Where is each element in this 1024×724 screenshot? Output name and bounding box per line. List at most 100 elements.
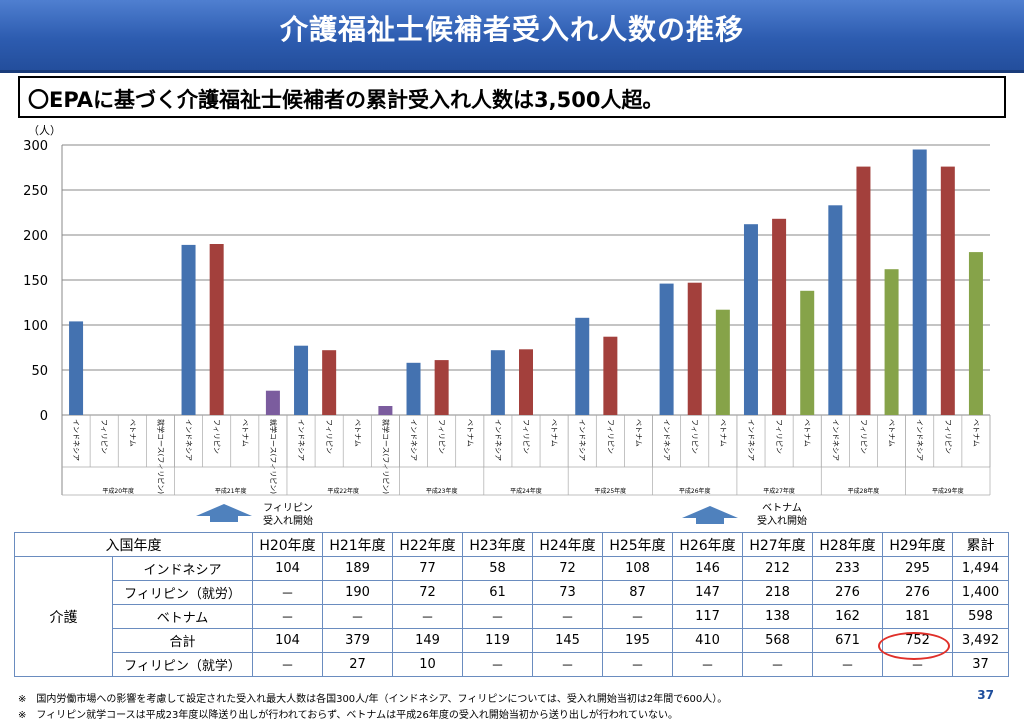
table-cell: 87 (602, 580, 673, 605)
bar-category-label: 就学コース(フィリピン) (156, 419, 165, 494)
group-label: 平成27年度 (763, 487, 795, 495)
bar-indonesia (828, 205, 843, 415)
table-cell: 410 (672, 628, 743, 653)
table-cell: 190 (322, 580, 393, 605)
bar-category-label: インドネシア (297, 419, 305, 461)
vietnam-start-line2: 受入れ開始 (757, 516, 807, 527)
bar-category-label: フィリピン (944, 419, 952, 454)
table-cell: 147 (672, 580, 743, 605)
bar-category-label: インドネシア (747, 419, 755, 461)
group-label: 平成24年度 (510, 487, 542, 495)
bar-category-label: インドネシア (494, 419, 502, 461)
y-tick-label: 100 (23, 319, 48, 334)
bar-category-label: フィリピン (522, 419, 530, 454)
bar-category-label: ベトナム (241, 419, 249, 447)
table-cell: 568 (742, 628, 813, 653)
table-cell: 119 (462, 628, 533, 653)
table-cell: 218 (742, 580, 813, 605)
table-row: 合計 104 379 149 119 145 195 410 568 671 752 3,492 (15, 628, 1009, 653)
bar-category-label: インドネシア (916, 419, 924, 461)
table-cell: 72 (532, 556, 603, 581)
data-table: 入国年度 H20年度 H21年度 H22年度 H23年度 H24年度 H25年度… (14, 532, 1009, 677)
table-cell: 10 (392, 652, 463, 677)
header-year: H22年度 (392, 532, 463, 557)
bar-indonesia (743, 224, 758, 415)
bar-philippines (687, 282, 702, 415)
group-label: 平成26年度 (679, 487, 711, 495)
group-label: 平成28年度 (848, 487, 880, 495)
bar-category-label: インドネシア (72, 419, 80, 461)
table-cell: － (602, 652, 673, 677)
table-cell: 73 (532, 580, 603, 605)
header-year: H29年度 (882, 532, 953, 557)
bar-indonesia (575, 317, 590, 415)
group-label: 平成21年度 (215, 487, 247, 495)
row-label: 合計 (112, 628, 253, 653)
bar-category-label: フィリピン (100, 419, 108, 454)
y-tick-label: 300 (23, 139, 48, 154)
summary-box: 〇EPAに基づく介護福祉士候補者の累計受入れ人数は3,500人超。 (18, 76, 1006, 118)
bar-category-label: インドネシア (663, 419, 671, 461)
bar-category-label: ベトナム (550, 419, 558, 447)
table-cell: 27 (322, 652, 393, 677)
table-cell-total: 1,400 (952, 580, 1009, 605)
table-cell: 145 (532, 628, 603, 653)
table-cell: 212 (742, 556, 813, 581)
table-cell: － (252, 604, 323, 629)
row-label: ベトナム (112, 604, 253, 629)
table-cell: － (252, 580, 323, 605)
table-cell: 181 (882, 604, 953, 629)
table-cell: － (252, 652, 323, 677)
bar-philippines_study (265, 390, 280, 415)
table-row: ベトナム－－－－－－ 117 138 162 181 598 (15, 604, 1009, 629)
table-cell: 295 (882, 556, 953, 581)
group-label: 平成22年度 (327, 487, 359, 495)
bar-category-label: ベトナム (803, 419, 811, 447)
bar-indonesia (69, 321, 84, 415)
bar-category-label: インドネシア (410, 419, 418, 461)
table-cell: 117 (672, 604, 743, 629)
bar-philippines (603, 336, 618, 415)
table-cell-total: 598 (952, 604, 1009, 629)
bar-category-label: フィリピン (213, 419, 221, 454)
vietnam-start-label: ベトナム 受入れ開始 (742, 502, 822, 528)
philippines-start-arrow-icon (196, 504, 252, 522)
table-cell: － (812, 652, 883, 677)
table-cell: 58 (462, 556, 533, 581)
header-year: H26年度 (672, 532, 743, 557)
bar-category-label: 就学コース(フィリピン) (381, 419, 390, 494)
bar-indonesia (490, 350, 505, 415)
row-label: フィリピン（就労） (112, 580, 253, 605)
table-row: フィリピン（就労）－ 190 72 61 73 87 147 218 276 276 1,400 (15, 580, 1009, 605)
table-row: フィリピン（就学）－ 27 10 －－－－－－－ 37 (15, 652, 1009, 677)
y-tick-label: 150 (23, 274, 48, 289)
footnote-2: ※ フィリピン就学コースは平成23年度以降送り出しが行われておらず、ベトナムは平… (18, 710, 679, 721)
table-cell: － (322, 604, 393, 629)
header-year: H25年度 (602, 532, 673, 557)
y-tick-label: 250 (23, 184, 48, 199)
bar-vietnam (884, 269, 899, 415)
footnote-1: ※ 国内労働市場への影響を考慮して設定された受入れ最大人数は各国300人/年（イ… (18, 694, 728, 705)
table-cell: － (462, 604, 533, 629)
header-year: H28年度 (812, 532, 883, 557)
bar-philippines (434, 360, 449, 415)
table-cell: － (462, 652, 533, 677)
bar-philippines (519, 349, 533, 415)
table-cell: 149 (392, 628, 463, 653)
bar-vietnam (968, 252, 983, 415)
header-year: H21年度 (322, 532, 393, 557)
page-number: 37 (977, 688, 994, 702)
bar-philippines_study (378, 406, 393, 415)
bar-category-label: フィリピン (691, 419, 699, 454)
y-axis-unit-label: （人） (28, 124, 61, 137)
bar-indonesia (294, 345, 309, 415)
y-tick-label: 0 (40, 409, 48, 424)
table-cell: 61 (462, 580, 533, 605)
table-cell: － (532, 652, 603, 677)
bar-indonesia (659, 283, 674, 415)
philippines-start-line1: フィリピン (263, 503, 313, 514)
page-title: 介護福祉士候補者受入れ人数の推移 (279, 13, 744, 46)
philippines-start-label: フィリピン 受入れ開始 (248, 502, 328, 528)
table-cell: 276 (882, 580, 953, 605)
bar-indonesia (181, 244, 196, 415)
